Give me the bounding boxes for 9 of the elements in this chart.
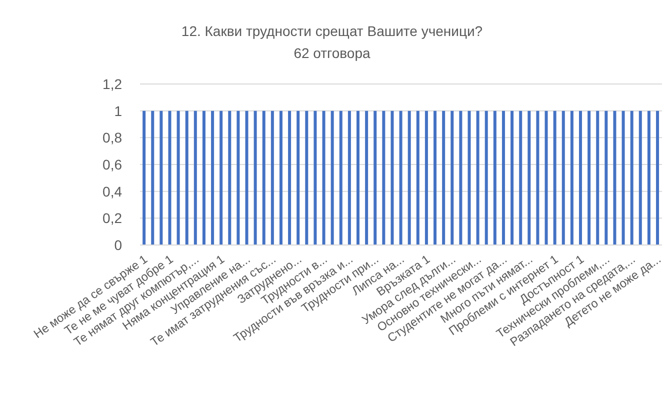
y-tick-label: 1 <box>114 102 122 119</box>
y-tick-label: 1,2 <box>102 76 122 92</box>
y-tick-label: 0,6 <box>102 156 122 172</box>
chart-subtitle: 62 отговора <box>292 44 372 63</box>
y-tick-label: 0 <box>114 236 122 253</box>
y-tick-label: 0,4 <box>102 183 122 200</box>
chart-title: 12. Какви трудности срещат Вашите ученици? <box>180 22 484 41</box>
y-tick-label: 0,2 <box>102 210 122 226</box>
y-tick-label: 0,8 <box>102 130 122 146</box>
